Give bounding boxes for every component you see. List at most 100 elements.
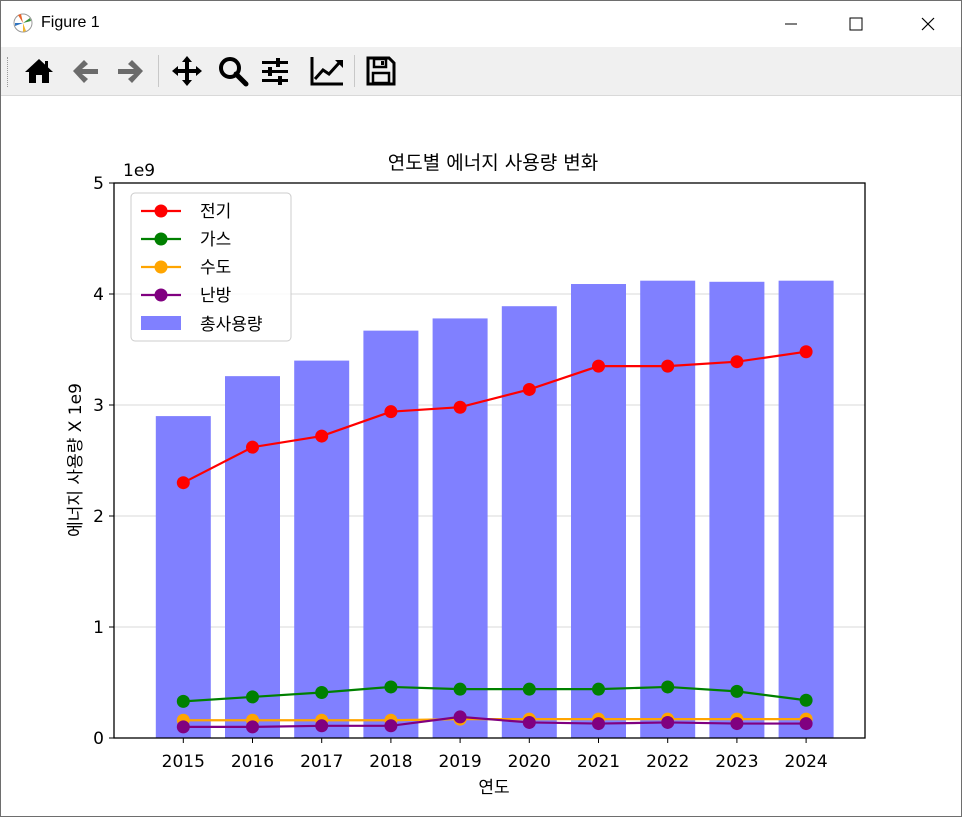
axes: 0 1 2 3 4 5 2015 2016 2017 2018 2019 2020 2021 2022 20… <box>93 174 866 772</box>
point-1-2019 <box>453 682 467 696</box>
legend-bar-swatch <box>141 316 181 330</box>
y-tick-label: 2 <box>93 507 104 527</box>
line-series-1 <box>183 685 807 703</box>
point-3-2021 <box>592 717 605 731</box>
close-button[interactable] <box>898 1 958 47</box>
x-tick-label: 2015 <box>162 752 205 772</box>
minimize-icon <box>785 23 797 25</box>
x-tick-label: 2020 <box>508 752 551 772</box>
chart-title: 연도별 에너지 사용량 변화 <box>388 152 598 174</box>
save-button[interactable] <box>363 53 399 89</box>
bar-2015 <box>155 416 211 738</box>
zoom-button[interactable] <box>215 53 251 89</box>
matplotlib-icon <box>12 12 34 34</box>
point-0-2021 <box>592 359 605 373</box>
toolbar-grip <box>7 57 10 87</box>
line-series <box>176 345 813 734</box>
point-3-2017 <box>315 719 329 733</box>
forward-icon <box>118 60 143 83</box>
home-button[interactable] <box>21 53 57 89</box>
home-icon <box>25 59 53 83</box>
edit-axis-button[interactable] <box>309 53 345 89</box>
save-icon <box>366 56 396 86</box>
pan-icon <box>172 56 202 86</box>
bar-2020 <box>501 306 557 738</box>
point-0-2020 <box>522 382 536 396</box>
x-tick-label: 2023 <box>715 752 758 772</box>
y-tick-label: 1 <box>93 618 104 638</box>
window-title: Figure 1 <box>41 14 100 31</box>
point-3-2023 <box>730 717 744 731</box>
subplots-button[interactable] <box>257 53 293 89</box>
point-1-2023 <box>730 684 744 698</box>
axes-frame <box>113 182 866 739</box>
maximize-button[interactable] <box>826 1 886 47</box>
point-0-2019 <box>453 400 467 414</box>
x-tick-label: 2017 <box>300 752 343 772</box>
point-0-2015 <box>176 476 190 490</box>
y-axis-label: 에너지 사용량 X 1e9 <box>66 383 86 537</box>
line-series-3 <box>183 715 807 729</box>
back-button[interactable] <box>67 53 103 89</box>
bar-2017 <box>294 360 350 738</box>
point-3-2022 <box>661 715 675 729</box>
figure-canvas[interactable]: 연도별 에너지 사용량 변화 1e9 연도 에너지 사용량 X 1e9 0 1 2 3… <box>1 96 961 820</box>
legend-marker-2 <box>154 260 168 274</box>
bar-2022 <box>640 280 696 738</box>
bar-2018 <box>363 330 419 738</box>
point-3-2019 <box>453 710 467 724</box>
legend-label-0: 전기 <box>200 202 231 222</box>
subplots-icon <box>262 58 288 85</box>
legend-label-bar: 총사용량 <box>200 315 263 335</box>
point-1-2024 <box>799 693 813 707</box>
toolbar-separator <box>158 55 159 87</box>
edit-axis-icon <box>310 57 343 86</box>
legend-marker-3 <box>154 288 168 302</box>
point-1-2021 <box>592 682 605 696</box>
y-offset-text: 1e9 <box>123 161 155 181</box>
legend-marker-0 <box>154 204 168 218</box>
point-0-2016 <box>246 440 259 454</box>
point-3-2016 <box>246 720 259 734</box>
point-1-2017 <box>315 685 329 699</box>
chart-svg: 연도별 에너지 사용량 변화 1e9 연도 에너지 사용량 X 1e9 0 1 2 3… <box>66 152 866 798</box>
zoom-icon <box>219 57 249 87</box>
point-1-2022 <box>661 680 675 694</box>
y-tick-label: 3 <box>93 396 104 416</box>
navigation-toolbar <box>1 47 961 96</box>
point-1-2016 <box>246 690 259 704</box>
bar-2016 <box>225 376 280 738</box>
minimize-button[interactable] <box>761 1 821 47</box>
legend-label-3: 난방 <box>200 286 232 306</box>
forward-button[interactable] <box>113 53 149 89</box>
point-0-2024 <box>799 345 813 359</box>
point-3-2020 <box>522 715 536 729</box>
point-1-2018 <box>384 680 398 694</box>
bar-2023 <box>709 281 765 738</box>
x-tick-label: 2016 <box>231 752 274 772</box>
point-0-2017 <box>315 429 329 443</box>
x-tick-label: 2019 <box>438 752 481 772</box>
x-tick-label: 2022 <box>646 752 689 772</box>
x-tick-label: 2018 <box>369 752 412 772</box>
x-axis-label: 연도 <box>478 778 509 798</box>
x-tick-label: 2024 <box>784 752 827 772</box>
maximize-icon <box>849 17 863 31</box>
legend-marker-1 <box>154 232 168 246</box>
point-3-2015 <box>176 720 190 734</box>
bar-2019 <box>432 318 488 738</box>
point-1-2015 <box>176 694 190 708</box>
pan-button[interactable] <box>169 53 205 89</box>
point-3-2018 <box>384 719 398 733</box>
legend-box <box>130 192 292 342</box>
line-series-0 <box>182 350 807 484</box>
point-1-2020 <box>522 682 536 696</box>
bar-2021 <box>571 284 626 738</box>
close-icon <box>921 17 935 31</box>
y-tick-label: 4 <box>93 285 104 305</box>
toolbar-separator <box>354 55 355 87</box>
point-0-2023 <box>730 355 744 369</box>
legend-label-2: 수도 <box>200 258 231 278</box>
point-3-2024 <box>799 717 813 731</box>
